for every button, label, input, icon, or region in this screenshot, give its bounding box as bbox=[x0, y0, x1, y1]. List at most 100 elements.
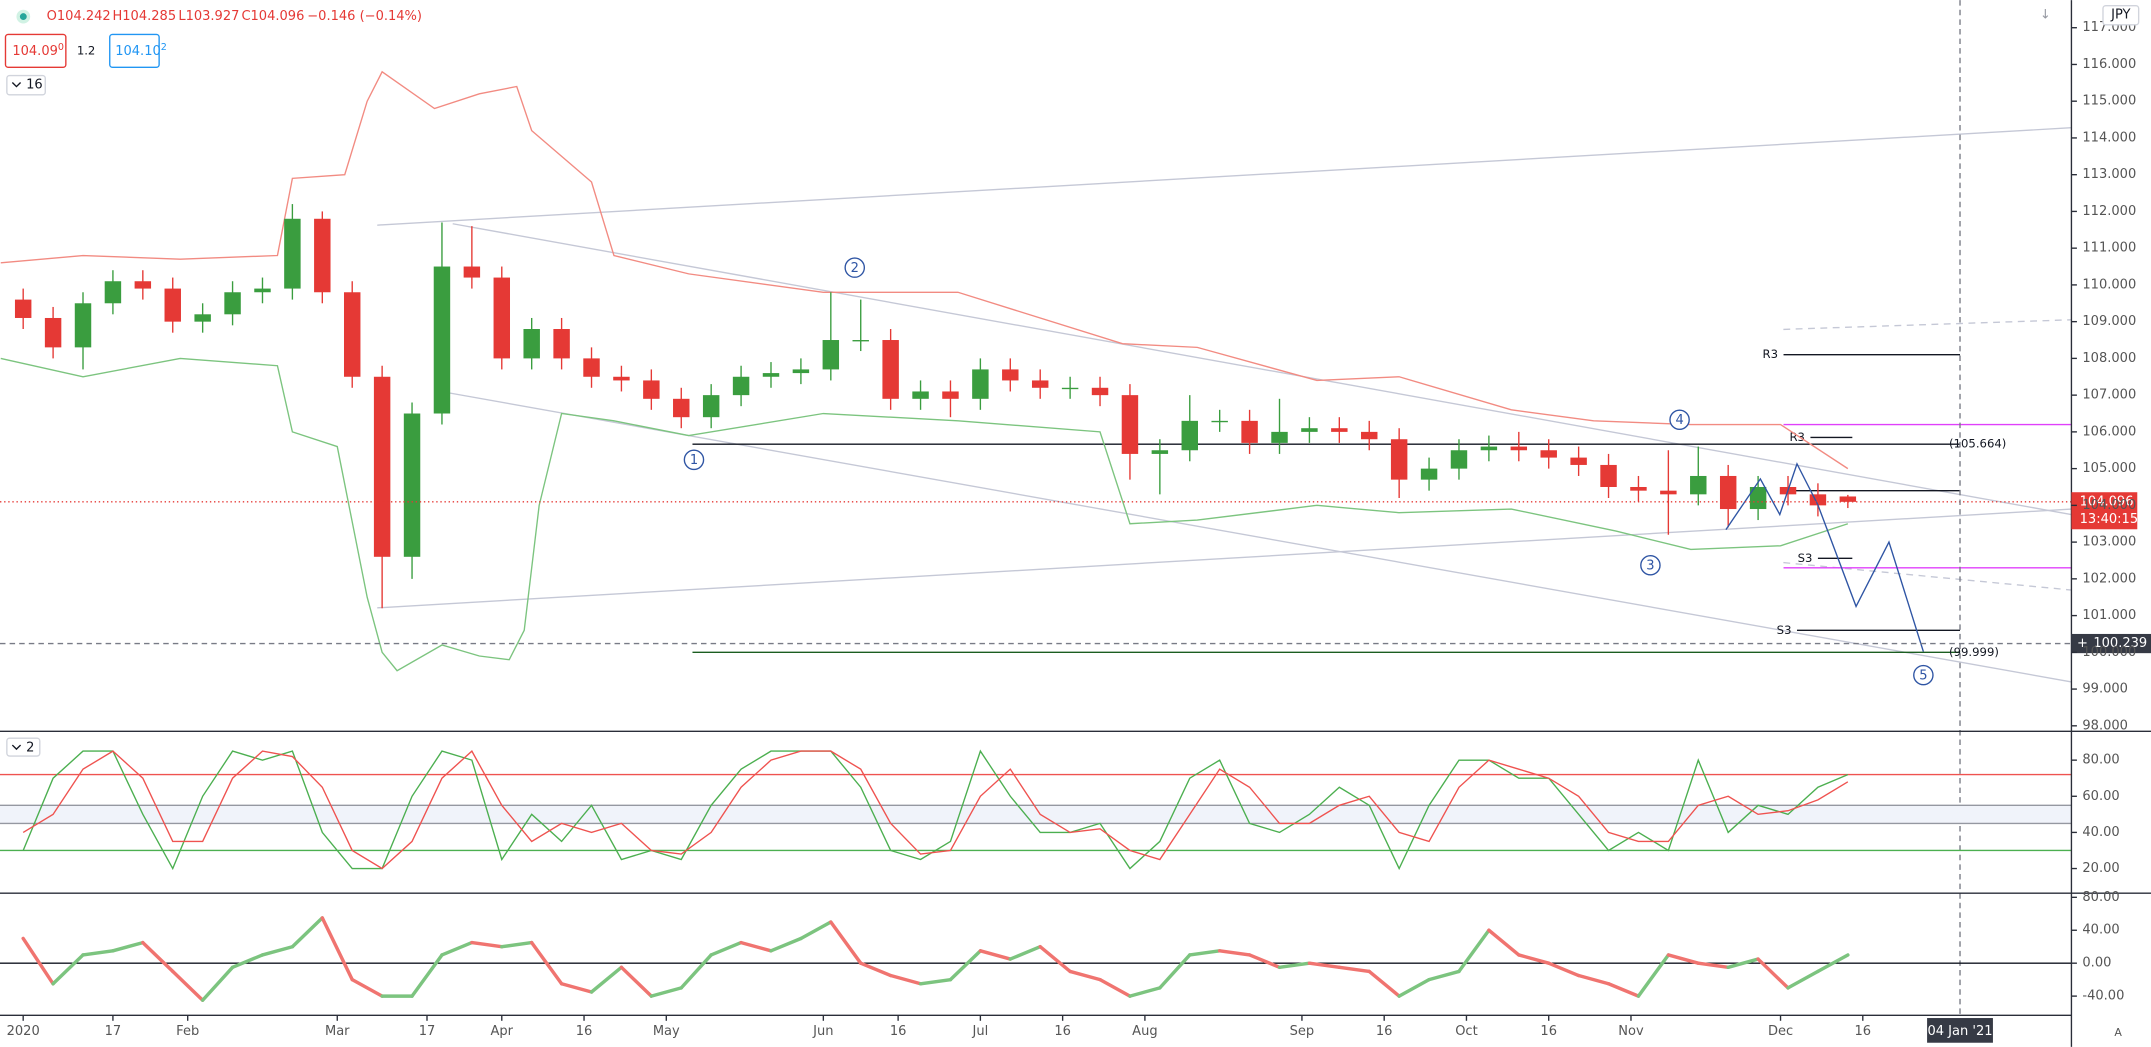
y-tick-label: 112.000 bbox=[2082, 204, 2136, 219]
indicator-line bbox=[0, 357, 1849, 672]
x-tick-label: 16 bbox=[1376, 1024, 1393, 1039]
momentum-segment bbox=[1726, 957, 1760, 970]
momentum-segment bbox=[978, 949, 1013, 961]
candle-body bbox=[1749, 486, 1767, 510]
momentum-segment bbox=[1517, 953, 1551, 965]
momentum-segment bbox=[350, 977, 384, 998]
candle-body bbox=[912, 391, 929, 399]
momentum-segment bbox=[500, 940, 534, 949]
y-tick-label: 40.00 bbox=[2082, 923, 2119, 938]
momentum-segment bbox=[111, 940, 145, 953]
candle-body bbox=[433, 266, 451, 414]
candle-body bbox=[822, 340, 840, 370]
momentum-segment bbox=[1008, 945, 1042, 961]
level-label: (99.999) bbox=[1949, 645, 1999, 659]
ohlc-low: L103.927 bbox=[178, 9, 239, 24]
last-price-label: 104.096 bbox=[2080, 494, 2134, 509]
momentum-segment bbox=[1158, 953, 1192, 990]
ohlc-high: H104.285 bbox=[112, 9, 176, 24]
sell-price[interactable]: 104.090 bbox=[12, 42, 64, 59]
candle-body bbox=[1031, 380, 1049, 388]
candle-body bbox=[942, 391, 959, 399]
momentum-segment bbox=[1756, 957, 1790, 990]
candle-body bbox=[523, 328, 540, 359]
oscillator-toggle[interactable] bbox=[6, 737, 41, 757]
momentum-segment bbox=[948, 949, 983, 982]
x-tick-label: Oct bbox=[1455, 1024, 1478, 1039]
auto-scale[interactable]: A bbox=[2114, 1026, 2122, 1039]
y-tick-label: 115.000 bbox=[2082, 94, 2136, 109]
oscillator-count[interactable]: 2 bbox=[26, 740, 34, 755]
y-tick-label: 110.000 bbox=[2082, 277, 2136, 292]
candle-body bbox=[224, 292, 241, 315]
candle-body bbox=[1331, 428, 1348, 432]
chevron[interactable] bbox=[11, 744, 22, 751]
x-tick-label: 16 bbox=[890, 1024, 907, 1039]
buy-price[interactable]: 104.102 bbox=[115, 42, 167, 59]
momentum-segment bbox=[1217, 949, 1252, 957]
momentum-segment bbox=[589, 965, 624, 994]
x-tick-label: Nov bbox=[1618, 1024, 1644, 1039]
indicator-toggle[interactable] bbox=[6, 74, 46, 96]
candle-body bbox=[1690, 475, 1707, 495]
y-tick-label: 104.000 bbox=[2082, 498, 2136, 513]
x-tick-label: 16 bbox=[1054, 1024, 1071, 1039]
momentum-segment bbox=[1427, 969, 1461, 982]
crosshair-plus: + bbox=[2077, 636, 2088, 651]
trend-line bbox=[1783, 319, 2072, 331]
momentum-segment bbox=[888, 973, 923, 986]
momentum-segment bbox=[1606, 982, 1641, 998]
momentum-segment bbox=[171, 969, 205, 1002]
momentum-segment bbox=[1247, 953, 1282, 970]
candle-body bbox=[882, 340, 899, 399]
candle-body bbox=[254, 288, 271, 293]
crosshair-price-tag bbox=[2071, 633, 2151, 654]
crosshair-price-label: 100.239 bbox=[2093, 636, 2147, 651]
currency[interactable]: JPY bbox=[2110, 8, 2130, 23]
buy-button[interactable] bbox=[109, 33, 160, 69]
momentum-segment bbox=[1277, 961, 1312, 970]
candle-body bbox=[1390, 439, 1408, 480]
wave-marker bbox=[1669, 409, 1690, 431]
candle-body bbox=[1091, 387, 1109, 396]
momentum-segment bbox=[559, 982, 594, 994]
y-tick-label: 98.000 bbox=[2082, 718, 2128, 733]
momentum-segment bbox=[1786, 969, 1820, 990]
y-tick-label: 106.000 bbox=[2082, 424, 2136, 439]
candle-body bbox=[1271, 431, 1288, 443]
momentum-segment bbox=[200, 965, 235, 1002]
wave-label: 4 bbox=[1675, 413, 1683, 428]
candle-body bbox=[1540, 450, 1557, 458]
level-label: S3 bbox=[1798, 551, 1813, 565]
x-tick-label: 17 bbox=[105, 1024, 122, 1039]
candle-body bbox=[643, 380, 660, 399]
x-tick-label: May bbox=[653, 1024, 680, 1039]
scroll-icon[interactable]: ↓ bbox=[2040, 8, 2051, 23]
momentum-segment bbox=[1337, 965, 1371, 974]
chevron[interactable] bbox=[11, 81, 22, 88]
candle-body bbox=[74, 303, 92, 348]
x-tick-label: 17 bbox=[419, 1024, 436, 1039]
candle-body bbox=[343, 292, 361, 377]
y-tick-label: 102.000 bbox=[2082, 571, 2136, 586]
momentum-segment bbox=[470, 940, 504, 949]
candle-body bbox=[792, 369, 810, 374]
candle-body bbox=[732, 376, 750, 396]
momentum-segment bbox=[21, 936, 55, 986]
y-tick-label: 109.000 bbox=[2082, 314, 2136, 329]
candle-body bbox=[852, 340, 869, 342]
ohlc-open: O104.242 bbox=[47, 9, 111, 24]
x-tick-label: Jun bbox=[812, 1024, 833, 1039]
indicator-count[interactable]: 16 bbox=[26, 78, 43, 93]
momentum-segment bbox=[141, 940, 175, 974]
candle-body bbox=[194, 314, 211, 322]
momentum-segment bbox=[260, 945, 295, 957]
sell-button[interactable] bbox=[4, 33, 67, 69]
y-tick-label: 80.00 bbox=[2082, 890, 2119, 905]
x-tick-label: Mar bbox=[325, 1024, 350, 1039]
momentum-segment bbox=[1666, 953, 1700, 965]
candle-body bbox=[762, 373, 780, 377]
ohlc-change: −0.146 (−0.14%) bbox=[307, 9, 422, 24]
currency-box[interactable] bbox=[2102, 4, 2140, 26]
